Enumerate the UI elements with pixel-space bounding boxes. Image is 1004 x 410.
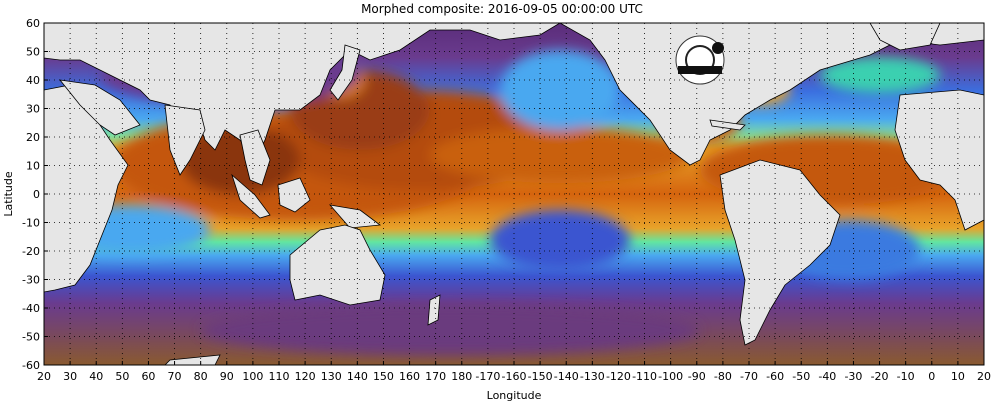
y-tick-label: -40 <box>22 302 40 315</box>
x-tick-label: 140 <box>347 370 368 383</box>
x-tick-label: -30 <box>844 370 862 383</box>
x-tick-label: -10 <box>897 370 915 383</box>
y-axis-ticks: 60 50 40 30 20 10 0 -10 -20 -30 -40 -50 -60 <box>22 17 48 372</box>
land-masses <box>44 23 984 365</box>
x-tick-label: -130 <box>580 370 605 383</box>
x-tick-label: -160 <box>502 370 527 383</box>
japan <box>329 44 361 101</box>
x-tick-label: -150 <box>528 370 553 383</box>
map-title: Morphed composite: 2016-09-05 00:00:00 U… <box>361 2 643 16</box>
cimss-logo <box>675 35 725 85</box>
x-tick-label: -80 <box>714 370 732 383</box>
y-tick-label: -50 <box>22 331 40 344</box>
cuba <box>709 119 746 131</box>
x-tick-label: 20 <box>37 370 51 383</box>
x-tick-label: 80 <box>194 370 208 383</box>
antarctic-tip <box>164 354 221 365</box>
y-axis-label: Latitude <box>2 171 15 217</box>
x-tick-label: -20 <box>871 370 889 383</box>
new-guinea <box>328 204 382 229</box>
y-tick-label: 20 <box>26 131 40 144</box>
x-tick-label: -140 <box>554 370 579 383</box>
new-zealand <box>427 294 441 326</box>
x-tick-label: 180 <box>451 370 472 383</box>
x-axis-ticks: 20 30 40 50 60 70 80 90 100 110 120 130 140 150 160 170… <box>37 361 991 383</box>
x-tick-label: -110 <box>632 370 657 383</box>
south-america <box>719 159 841 346</box>
africa-west <box>894 89 984 231</box>
x-tick-label: 130 <box>321 370 342 383</box>
map-area <box>44 23 984 365</box>
x-tick-label: -70 <box>740 370 758 383</box>
north-america <box>559 23 984 166</box>
x-tick-label: -60 <box>766 370 784 383</box>
x-tick-label: 100 <box>242 370 263 383</box>
x-tick-label: 150 <box>373 370 394 383</box>
y-tick-label: -10 <box>22 217 40 230</box>
x-tick-label: 70 <box>168 370 182 383</box>
y-tick-label: 30 <box>26 103 40 116</box>
x-tick-label: 30 <box>63 370 77 383</box>
x-tick-label: -170 <box>475 370 500 383</box>
x-tick-label: 110 <box>269 370 290 383</box>
x-axis-label: Longitude <box>487 389 542 402</box>
y-tick-label: 50 <box>26 46 40 59</box>
y-tick-label: 40 <box>26 74 40 87</box>
x-tick-label: 120 <box>295 370 316 383</box>
greenland <box>869 23 941 51</box>
x-tick-label: 160 <box>399 370 420 383</box>
australia <box>289 224 386 306</box>
x-tick-label: -40 <box>818 370 836 383</box>
indochina <box>239 129 271 186</box>
x-tick-label: 60 <box>141 370 155 383</box>
y-tick-label: -60 <box>22 359 40 372</box>
x-tick-label: -90 <box>688 370 706 383</box>
x-tick-label: 170 <box>425 370 446 383</box>
x-tick-label: 0 <box>928 370 935 383</box>
x-tick-label: -100 <box>658 370 683 383</box>
arabia <box>59 79 141 136</box>
x-tick-label: 90 <box>220 370 234 383</box>
y-tick-label: 60 <box>26 17 40 30</box>
x-tick-label: 40 <box>89 370 103 383</box>
y-tick-label: -30 <box>22 274 40 287</box>
x-tick-label: -120 <box>606 370 631 383</box>
borneo <box>277 177 311 213</box>
x-tick-label: 50 <box>115 370 129 383</box>
x-tick-label: -50 <box>792 370 810 383</box>
sumatra <box>231 173 271 219</box>
y-tick-label: -20 <box>22 245 40 258</box>
india <box>164 104 206 176</box>
lat-lon-grid <box>44 23 984 365</box>
x-tick-label: 10 <box>951 370 965 383</box>
x-tick-label: 20 <box>977 370 991 383</box>
y-tick-label: 10 <box>26 160 40 173</box>
y-tick-label: 0 <box>33 188 40 201</box>
